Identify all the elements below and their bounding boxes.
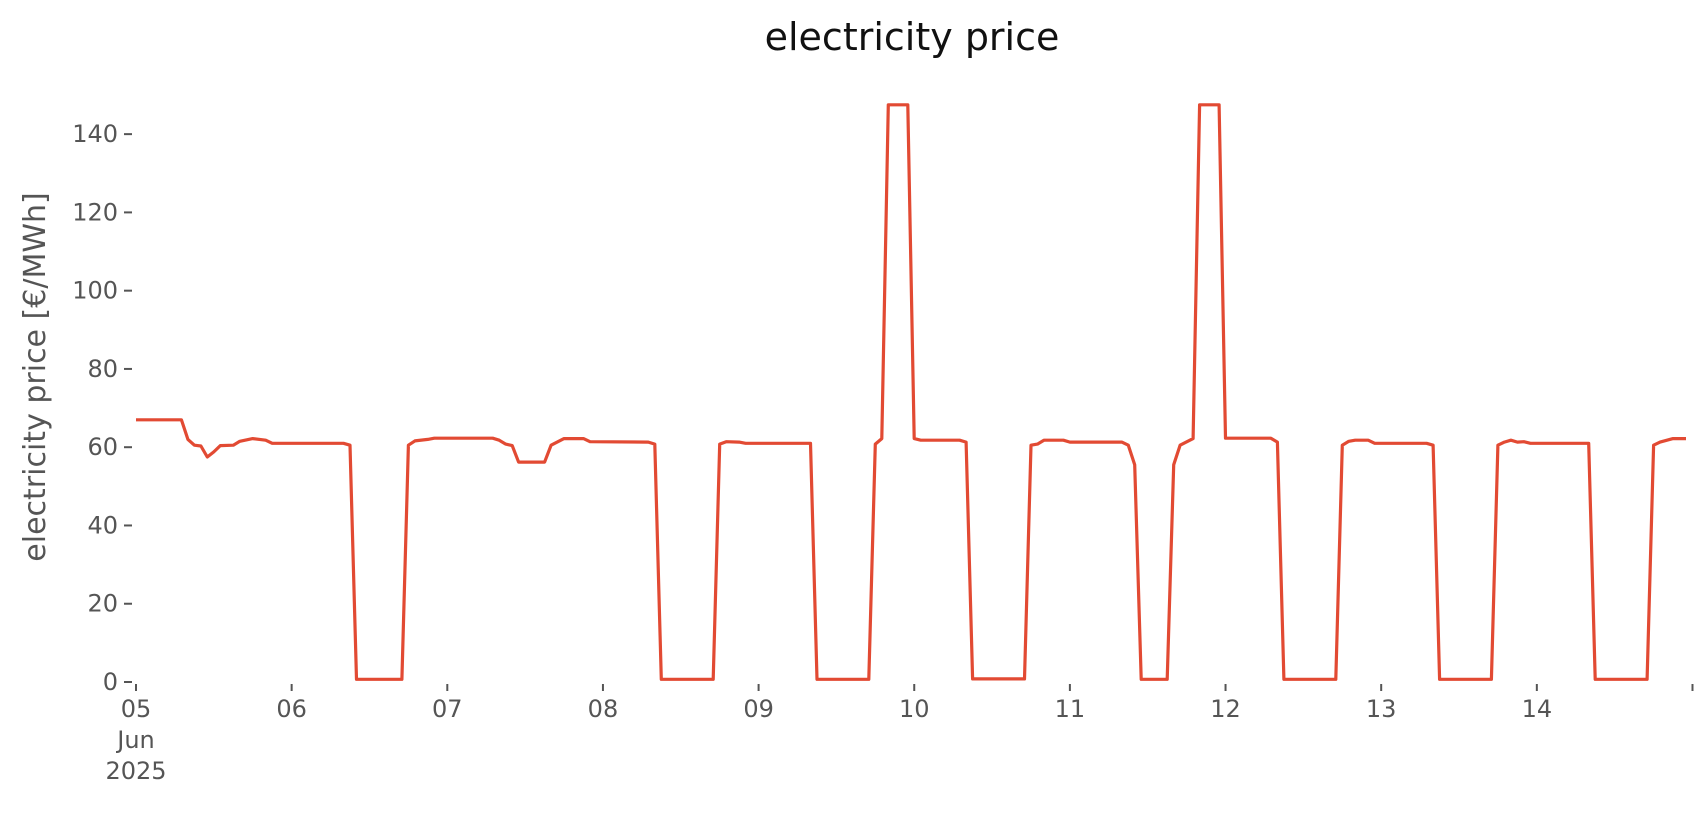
x-tick-label: 08 (588, 695, 619, 723)
y-tick-label: 0 (103, 668, 118, 696)
x-tick-label: 05 (121, 695, 152, 723)
y-tick-label: 120 (72, 198, 118, 226)
y-tick-label: 80 (87, 355, 118, 383)
x-tick-label: 11 (1055, 695, 1086, 723)
y-tick-label: 40 (87, 511, 118, 539)
x-axis: 05 Jun 2025 06 07 08 09 10 11 12 13 14 (105, 684, 1694, 785)
x-tick-label: 12 (1210, 695, 1241, 723)
x-tick-label: 06 (276, 695, 307, 723)
x-tick-label: 07 (432, 695, 463, 723)
y-tick-label: 140 (72, 120, 118, 148)
x-tick-sublabel: Jun (115, 726, 155, 754)
y-axis: 0 20 40 60 80 100 120 140 (72, 120, 132, 696)
x-tick-sublabel: 2025 (105, 757, 166, 785)
x-tick-label: 10 (899, 695, 930, 723)
x-tick-label: 13 (1366, 695, 1397, 723)
chart-title: electricity price (765, 15, 1060, 59)
y-tick-label: 100 (72, 277, 118, 305)
x-tick-label: 09 (743, 695, 774, 723)
plot-area (136, 103, 1686, 681)
y-tick-label: 60 (87, 433, 118, 461)
y-tick-label: 20 (87, 590, 118, 618)
price-series-line (136, 103, 1686, 681)
x-tick-label: 14 (1522, 695, 1553, 723)
y-axis-title: electricity price [€/MWh] (18, 192, 53, 561)
